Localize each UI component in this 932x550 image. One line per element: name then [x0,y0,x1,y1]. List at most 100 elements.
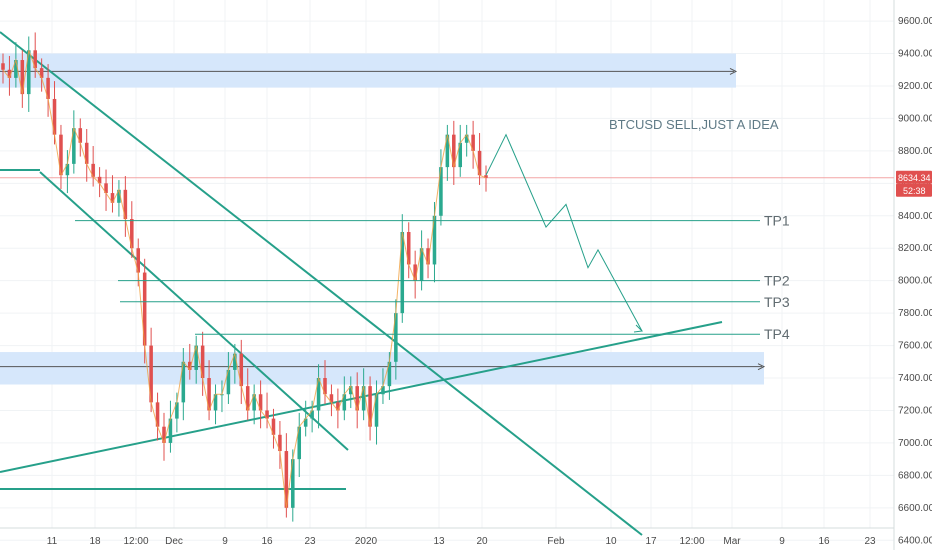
price-tick-label: 9600.00 [898,16,932,27]
candle-body [91,163,95,177]
candle [84,128,89,182]
price-tick-label: 6800.00 [898,470,932,481]
date-tick-label: 9 [779,536,785,547]
price-zones [0,53,894,385]
candle-body [39,68,44,78]
candle-body [194,345,198,370]
support-zone [0,352,764,385]
candle [458,124,463,177]
candle [136,238,141,287]
price-axis: 9600.009400.009200.009000.008800.008600.… [898,16,932,546]
candle-body [46,77,50,99]
target-label: TP1 [764,213,790,229]
date-tick-label: 2020 [355,536,378,547]
candle-body [458,142,463,168]
candle-body [149,345,153,403]
candle [155,392,160,441]
target-label: TP4 [764,326,790,342]
candle [220,380,224,413]
candlestick-series [1,32,488,522]
candle [1,53,5,84]
candle [265,392,269,429]
candle-body [348,386,353,395]
candle-body [181,361,186,403]
candle-body [387,361,392,387]
candle-body [220,394,224,396]
candle-body [432,215,437,265]
candle-body [445,134,450,168]
date-tick-label: Feb [547,536,565,547]
date-tick-label: Mar [723,536,741,547]
candle [329,384,334,417]
price-tick-label: 6600.00 [898,503,932,514]
price-tick-label: 8200.00 [898,243,932,254]
date-axis: 11 18 12:00 Dec 9 16 23 2020 13 20 Feb 10 17 12:00 Mar… [47,536,876,547]
date-tick-label: 18 [89,536,101,547]
date-tick-label: 17 [645,536,657,547]
date-tick-label: 23 [304,536,316,547]
candle-body [168,418,173,443]
candle [336,388,340,429]
candle [39,58,44,92]
candle-body [20,60,25,95]
candle [316,364,321,429]
candle-body [233,353,237,370]
candle-body [142,272,147,346]
candle [175,392,179,433]
date-tick-label: 23 [864,536,876,547]
candle [323,360,327,404]
candle [278,421,282,469]
candle-body [471,134,475,151]
candle-body [310,410,314,419]
candle [104,169,108,211]
candle-body [7,69,12,78]
candle [123,176,128,237]
target-label: TP2 [764,273,790,289]
candle-body [323,378,327,395]
price-tick-label: 9200.00 [898,81,932,92]
countdown-badge [896,183,932,197]
candle-body [406,232,411,265]
date-tick-label: 16 [261,536,273,547]
candle [20,50,25,108]
candle-body [175,402,179,419]
candle [258,380,263,429]
candle-body [329,394,334,403]
candle-body [316,378,321,411]
price-tick-label: 7000.00 [898,438,932,449]
candle [374,380,379,445]
candle-body [355,386,359,411]
current-price-badge [896,170,932,184]
candle-body [213,394,218,411]
candle-body [303,418,308,427]
candle-body [104,183,108,194]
descending-trendline-main [0,31,643,536]
candle [233,343,237,384]
candle [7,55,12,96]
candle [168,400,173,453]
date-tick-label: 9 [222,536,228,547]
candle-body [123,189,128,220]
target-lines: TP1 TP2 TP3 TP4 [75,213,790,342]
candle [72,110,76,174]
price-tick-label: 7400.00 [898,373,932,384]
projection-path-line [485,133,643,332]
candle [187,343,192,380]
moving-average-line [2,50,487,508]
idea-annotation: BTCUSD SELL,JUST A IDEA [609,117,779,132]
candle [226,352,231,404]
candle [26,36,31,112]
candle-body [117,189,121,203]
candle [355,372,359,429]
candle-body [72,128,76,164]
candle-body [226,369,231,395]
candle-body [258,394,263,411]
candle-body [200,345,205,379]
candle [117,180,121,217]
candle-body [59,134,63,176]
candle [477,133,482,185]
date-tick-label: 12:00 [123,536,148,547]
candle-body [368,386,372,427]
candle-body [78,128,83,143]
